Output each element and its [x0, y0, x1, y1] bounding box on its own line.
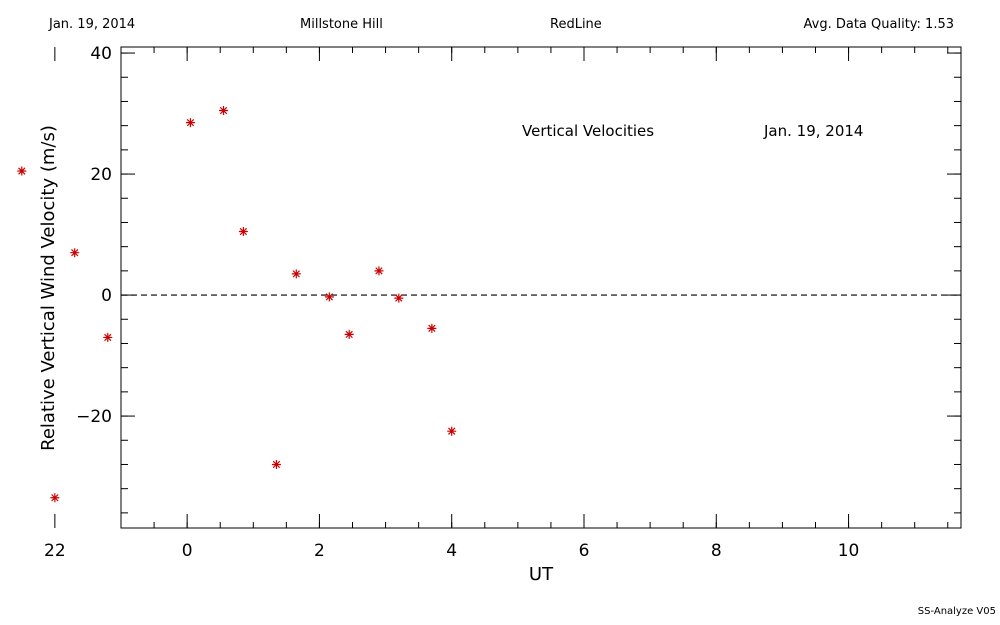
data-point — [185, 118, 195, 128]
x-tick-label: 6 — [579, 541, 590, 561]
data-point — [344, 329, 354, 339]
y-axis-title: Relative Vertical Wind Velocity (m/s) — [38, 125, 59, 451]
software-version: SS-Analyze V05 — [917, 606, 996, 617]
x-tick-label: 8 — [711, 541, 722, 561]
x-tick-label: 10 — [838, 541, 860, 561]
y-tick-label: −20 — [76, 407, 112, 427]
minor-ticks — [121, 47, 961, 528]
header-date: Jan. 19, 2014 — [49, 17, 136, 32]
data-point — [238, 227, 248, 237]
x-tick-label: 0 — [182, 541, 193, 561]
x-tick-label: 22 — [44, 541, 66, 561]
data-markers — [17, 106, 457, 503]
data-point — [374, 266, 384, 276]
x-tick-label: 4 — [446, 541, 457, 561]
header-site: Millstone Hill — [300, 17, 383, 32]
data-point — [271, 459, 281, 469]
data-point — [17, 166, 27, 176]
data-point — [447, 426, 457, 436]
data-point — [50, 493, 60, 503]
x-tick-labels: 22 0 2 4 6 8 10 — [44, 541, 859, 561]
data-point — [103, 332, 113, 342]
header-line: RedLine — [550, 17, 602, 32]
y-tick-label: 40 — [90, 44, 112, 64]
x-tick-label: 2 — [314, 541, 325, 561]
data-point — [219, 106, 229, 116]
y-tick-label: 0 — [101, 286, 112, 306]
data-point — [427, 323, 437, 333]
plot-frame — [120, 46, 962, 529]
annotation-title: Vertical Velocities — [522, 122, 654, 140]
data-point — [70, 248, 80, 258]
y-tick-labels: −20 0 20 40 — [76, 44, 112, 427]
major-ticks — [54, 47, 961, 528]
annotation-date: Jan. 19, 2014 — [763, 122, 863, 140]
data-point — [394, 293, 404, 303]
header-quality: Avg. Data Quality: 1.53 — [803, 17, 954, 32]
data-point — [291, 269, 301, 279]
x-axis-title: UT — [529, 564, 554, 585]
data-point — [324, 292, 334, 302]
y-tick-label: 20 — [90, 165, 112, 185]
